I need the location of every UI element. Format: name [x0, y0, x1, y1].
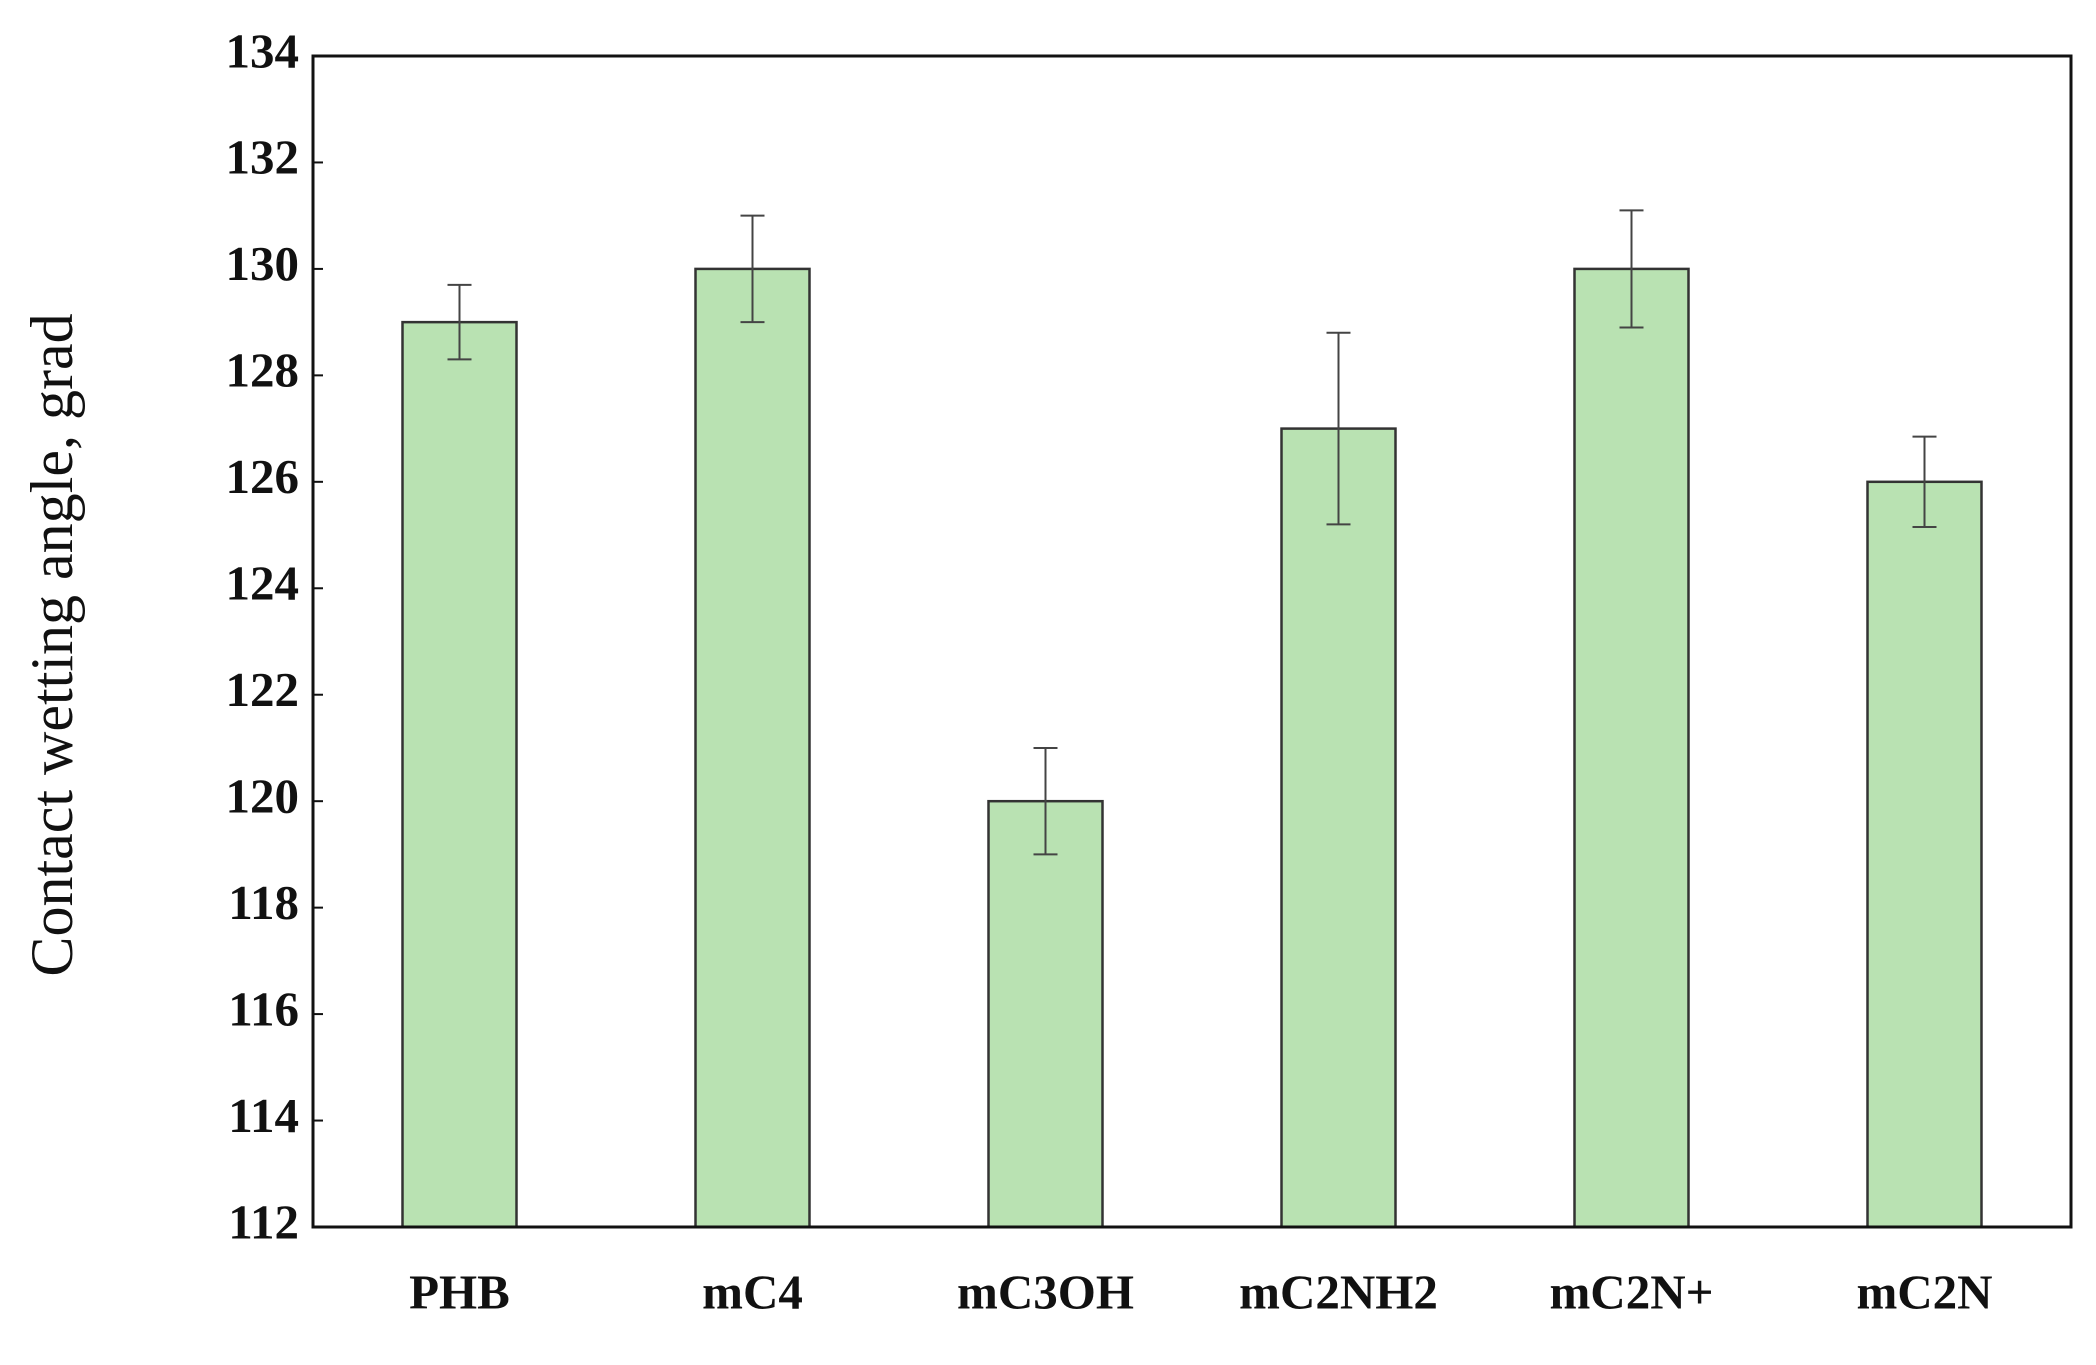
x-tick-label: mC2N+ [1549, 1264, 1713, 1319]
y-tick-label: 128 [226, 343, 300, 398]
y-tick-label: 118 [228, 875, 299, 930]
y-tick-label: 134 [226, 23, 300, 78]
bar [1573, 267, 1690, 1229]
x-tick-label: PHB [409, 1264, 510, 1319]
plot-frame [311, 54, 2073, 1229]
bar [401, 320, 518, 1229]
x-tick-label: mC2NH2 [1239, 1264, 1438, 1319]
bar [1866, 480, 1983, 1229]
y-tick-label: 122 [226, 662, 300, 717]
y-tick-label: 114 [228, 1088, 299, 1143]
y-tick-label: 116 [228, 981, 299, 1036]
x-tick-label: mC2N [1856, 1264, 1992, 1319]
y-tick-label: 132 [226, 130, 300, 185]
y-tick-label: 126 [226, 449, 300, 504]
y-tick-label: 120 [226, 768, 300, 823]
y-tick-label: 124 [226, 556, 300, 611]
y-tick-label: 130 [226, 236, 300, 291]
y-axis-label: Contact wetting angle, grad [19, 313, 85, 976]
bar [1280, 427, 1397, 1229]
x-tick-label: mC4 [702, 1264, 803, 1319]
bar [987, 799, 1104, 1229]
y-tick-label: 112 [228, 1194, 299, 1249]
x-tick-label: mC3OH [957, 1264, 1134, 1319]
bar [694, 267, 811, 1229]
